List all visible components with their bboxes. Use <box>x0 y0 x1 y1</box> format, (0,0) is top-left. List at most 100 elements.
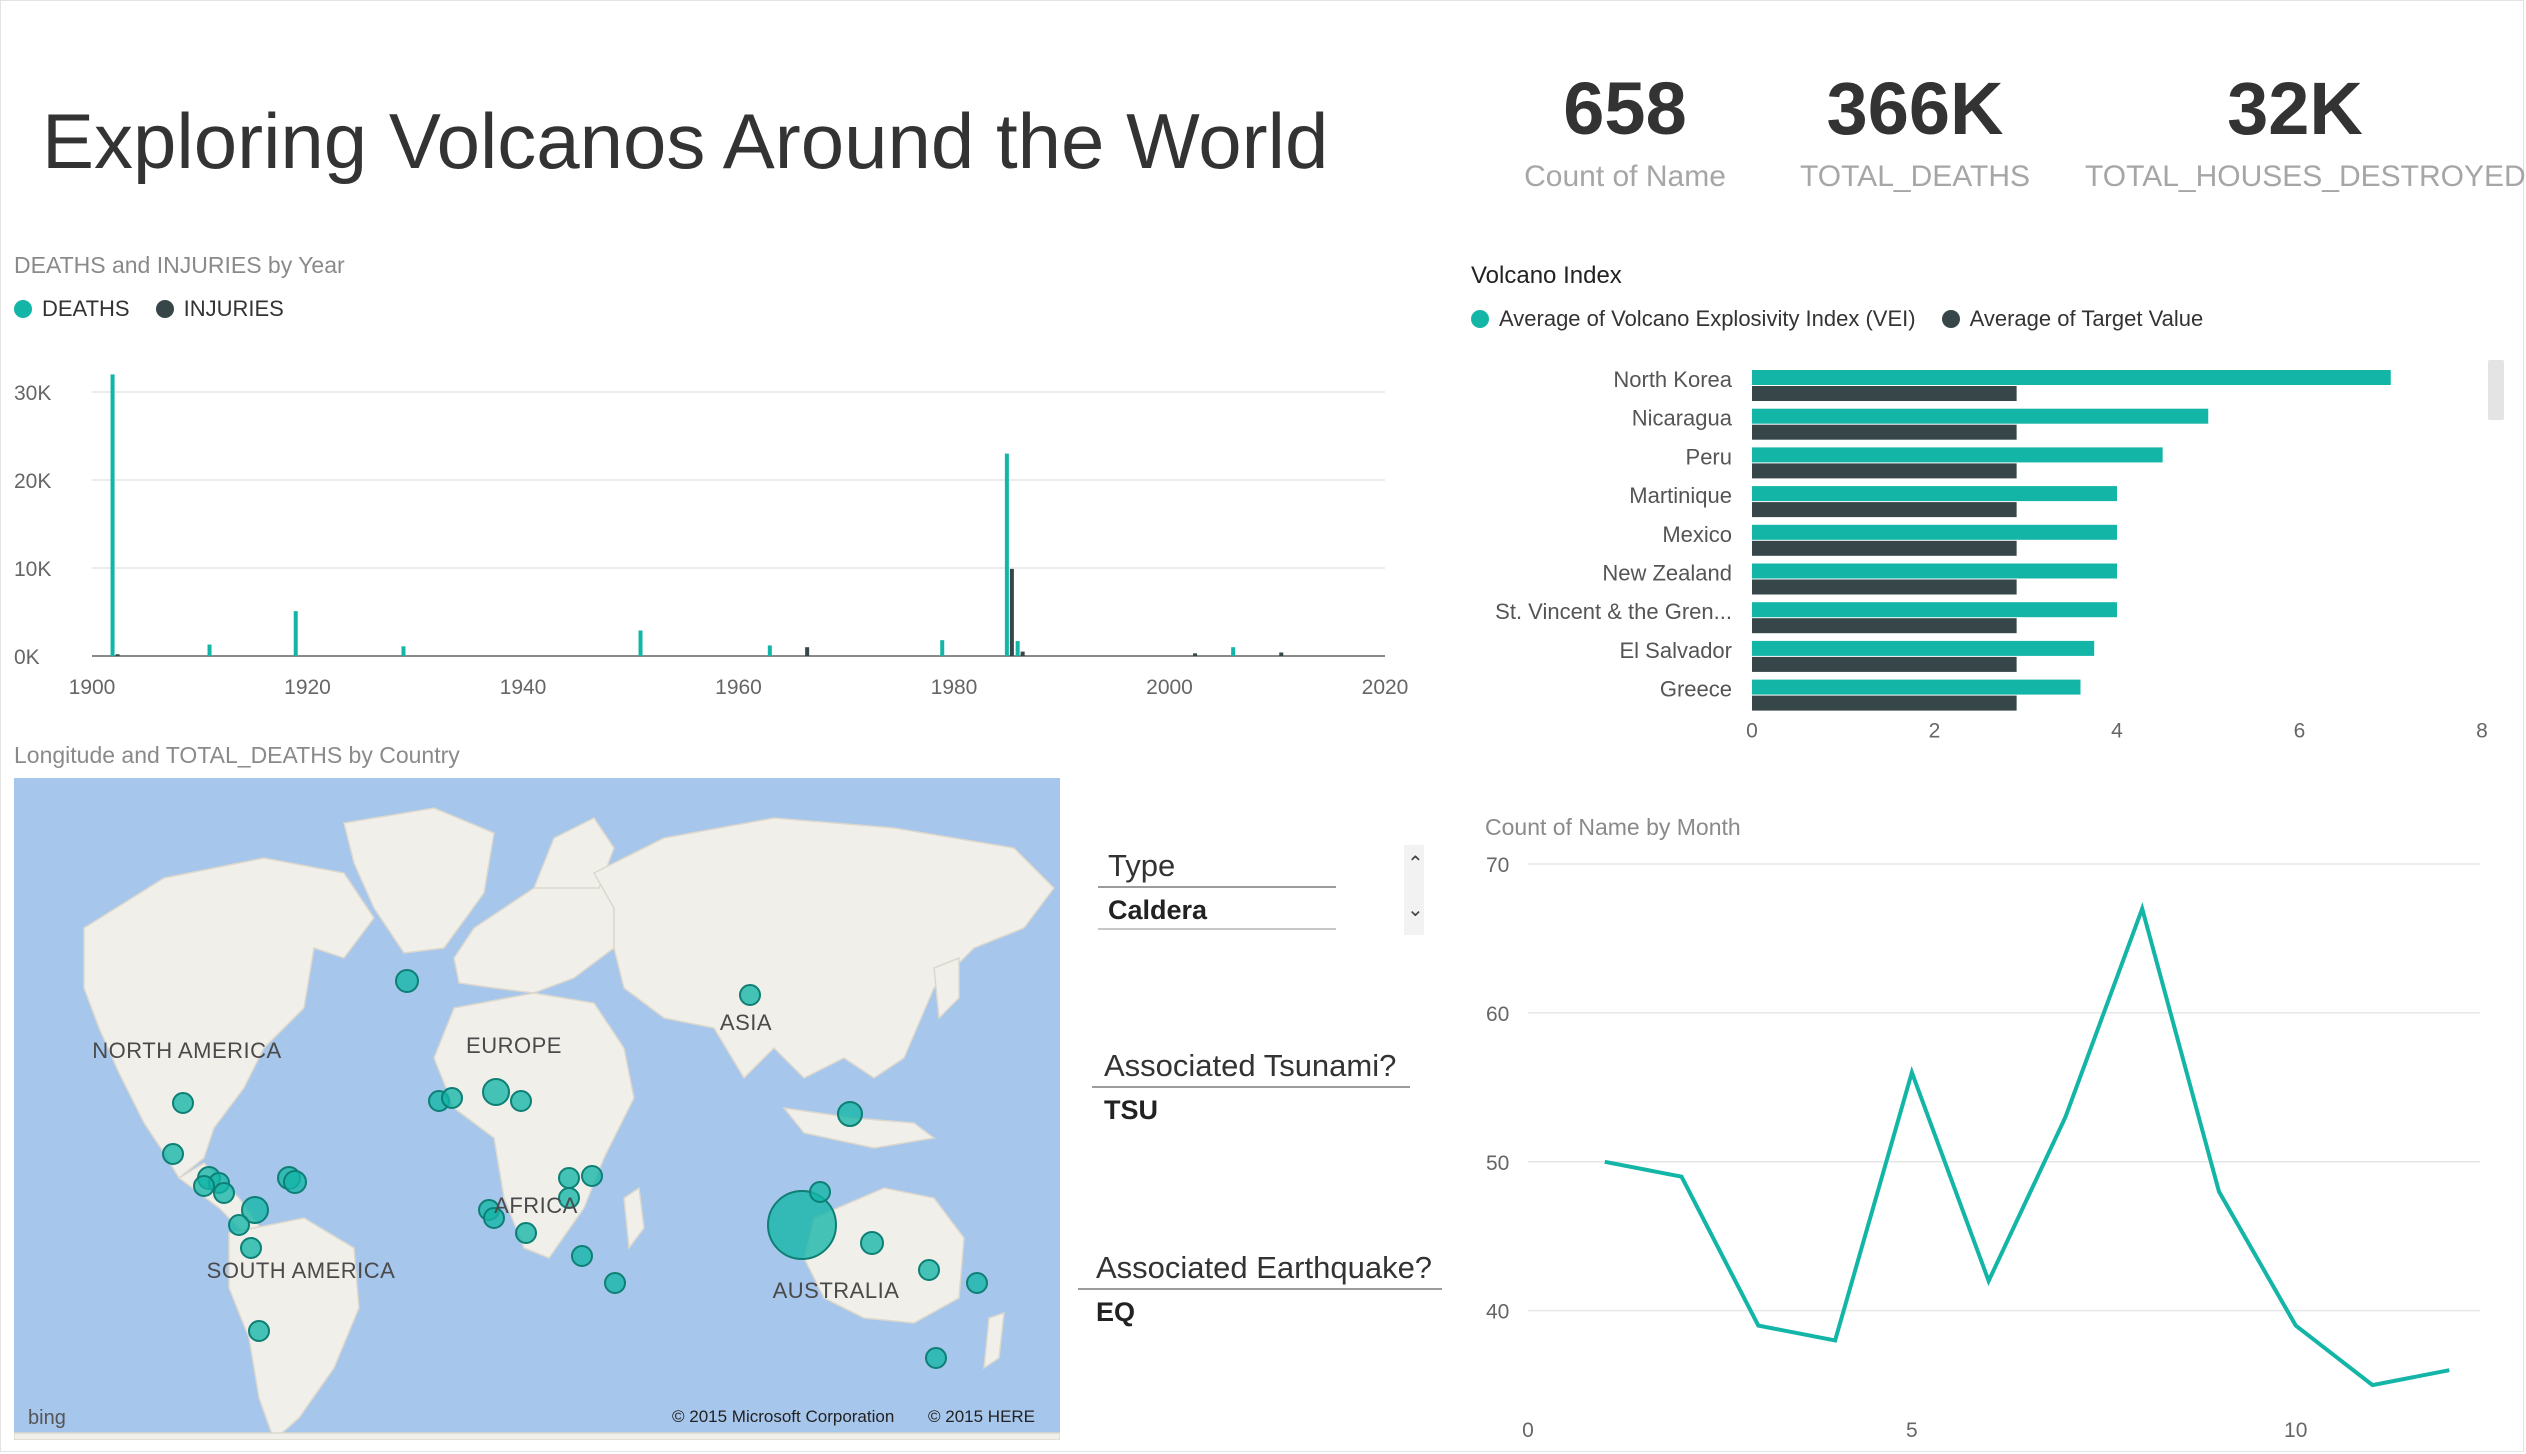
slicer-type-value[interactable]: Caldera <box>1108 895 1208 925</box>
map-label-asia: ASIA <box>720 1010 772 1035</box>
target-bar <box>1752 502 2017 518</box>
volcano-bubble <box>515 1222 537 1244</box>
volcano-bubble <box>482 1078 510 1106</box>
australia-landmass <box>803 1187 965 1324</box>
y-tick-label: 30K <box>14 382 51 405</box>
vei-bar <box>1752 563 2117 579</box>
kpi-card-count-of-name[interactable]: 658 Count of Name <box>1500 72 1750 194</box>
x-tick-label: 1920 <box>284 676 331 699</box>
legend-dot <box>14 300 32 318</box>
injuries-bar <box>1009 568 1014 656</box>
legend-item-injuries[interactable]: INJURIES <box>155 296 284 322</box>
map-canvas: NORTH AMERICA SOUTH AMERICA EUROPE ASIA … <box>14 807 1060 1440</box>
volcano-bubble <box>739 984 761 1006</box>
deaths-bar <box>401 646 406 656</box>
deaths-bar <box>1015 641 1020 656</box>
slicer-divider <box>1098 886 1336 888</box>
vei-bar <box>1752 640 2095 656</box>
chevron-down-icon[interactable]: ⌄ <box>1407 899 1424 921</box>
volcano-bubble <box>213 1182 235 1204</box>
southern-landmass <box>14 1432 1060 1440</box>
new-zealand-landmass <box>983 1311 1005 1370</box>
x-tick-label: 10 <box>2284 1419 2307 1440</box>
vei-bar <box>1752 524 2117 540</box>
vei-bar <box>1752 486 2117 502</box>
category-label: New Zealand <box>1602 561 1732 586</box>
volcano-bubble <box>241 1196 269 1224</box>
legend-item-target[interactable]: Average of Target Value <box>1941 306 2203 332</box>
x-tick-label: 5 <box>1906 1419 1918 1440</box>
volcano-bubble <box>918 1259 940 1281</box>
x-tick-label: 1900 <box>69 676 116 699</box>
volcano-bubble <box>809 1181 831 1203</box>
y-tick-label: 40 <box>1486 1301 1509 1324</box>
volcano-bubble <box>193 1175 215 1197</box>
slicer-divider <box>1092 1086 1410 1088</box>
bing-logo: bing <box>28 1407 66 1429</box>
volcano-index-chart[interactable]: 0 2 4 6 8 North Korea Nicaragua Peru Martinique M… <box>1460 350 2520 750</box>
category-label: Nicaragua <box>1632 406 1733 431</box>
category-label: St. Vincent & the Gren... <box>1495 599 1732 624</box>
map-label-europe: EUROPE <box>466 1033 562 1058</box>
world-map[interactable]: NORTH AMERICA SOUTH AMERICA EUROPE ASIA … <box>14 778 1060 1440</box>
volcano-bubble <box>558 1187 580 1209</box>
x-tick-label: 2 <box>1929 719 1941 742</box>
deaths-bar <box>940 640 945 656</box>
volcano-bubble <box>925 1347 947 1369</box>
kpi-value: 658 <box>1563 67 1687 150</box>
vei-bar <box>1752 408 2209 424</box>
slicer-earthquake-value[interactable]: EQ <box>1096 1297 1136 1327</box>
y-tick-label: 70 <box>1486 854 1509 877</box>
volcano-bubble <box>162 1143 184 1165</box>
volcano-bubble <box>581 1165 603 1187</box>
deaths-bar <box>293 611 298 656</box>
japan-landmass <box>933 956 960 1020</box>
volcano-bubble <box>483 1207 505 1229</box>
target-bar <box>1752 695 2017 711</box>
legend-item-deaths[interactable]: DEATHS <box>14 296 130 322</box>
chart-title: Count of Name by Month <box>1485 814 1741 840</box>
kpi-label: Count of Name <box>1524 160 1726 193</box>
slicer-scrollbar[interactable]: ⌃ ⌄ <box>1404 845 1424 935</box>
map-copyright-here: © 2015 HERE <box>928 1407 1035 1426</box>
slicer-type-header: Type <box>1108 848 1176 883</box>
volcano-bubble <box>283 1170 307 1194</box>
x-tick-label: 1940 <box>500 676 547 699</box>
south-america-landmass <box>228 1217 360 1440</box>
count-by-month-chart[interactable]: 40 50 60 70 0 5 10 <box>1460 840 2520 1440</box>
target-bar <box>1752 618 2017 634</box>
category-label: North Korea <box>1613 367 1732 392</box>
africa-landmass <box>433 992 635 1259</box>
volcano-bubble <box>228 1214 250 1236</box>
x-tick-label: 0 <box>1746 719 1758 742</box>
deaths-injuries-by-year-chart[interactable]: 0K 10K 20K 30K 1900 1920 1940 1960 1980 2000 2020 <box>0 360 1420 720</box>
legend-dot <box>1471 310 1489 328</box>
vei-bar <box>1752 602 2117 618</box>
chevron-up-icon[interactable]: ⌃ <box>1407 853 1424 875</box>
deaths-bar <box>767 645 772 656</box>
volcano-bubble <box>966 1272 988 1294</box>
deaths-bar <box>110 374 115 656</box>
scandinavia-landmass <box>532 817 615 889</box>
injuries-bar <box>1279 652 1284 656</box>
volcano-bubble <box>837 1101 863 1127</box>
category-label: Greece <box>1660 677 1732 702</box>
deaths-bar <box>1231 647 1236 656</box>
x-tick-label: 6 <box>2294 719 2306 742</box>
target-bar <box>1752 424 2017 440</box>
kpi-card-total-deaths[interactable]: 366K TOTAL_DEATHS <box>1785 72 2045 194</box>
legend-item-vei[interactable]: Average of Volcano Explosivity Index (VE… <box>1471 306 1916 332</box>
map-copyright-microsoft: © 2015 Microsoft Corporation <box>672 1407 894 1426</box>
slicer-tsunami-header: Associated Tsunami? <box>1104 1048 1397 1083</box>
x-tick-label: 1960 <box>715 676 762 699</box>
chart-scrollbar[interactable] <box>2488 360 2504 420</box>
deaths-bar <box>207 644 212 656</box>
slicer-tsunami-value[interactable]: TSU <box>1104 1095 1158 1125</box>
chart-title: Volcano Index <box>1471 262 1622 289</box>
volcano-bubble <box>571 1245 593 1267</box>
slicer-divider <box>1098 928 1336 930</box>
chart-title: DEATHS and INJURIES by Year <box>14 252 345 278</box>
kpi-card-total-houses-destroyed[interactable]: 32K TOTAL_HOUSES_DESTROYED <box>2085 72 2526 194</box>
target-bar <box>1752 463 2017 479</box>
volcano-bubble <box>248 1320 270 1342</box>
